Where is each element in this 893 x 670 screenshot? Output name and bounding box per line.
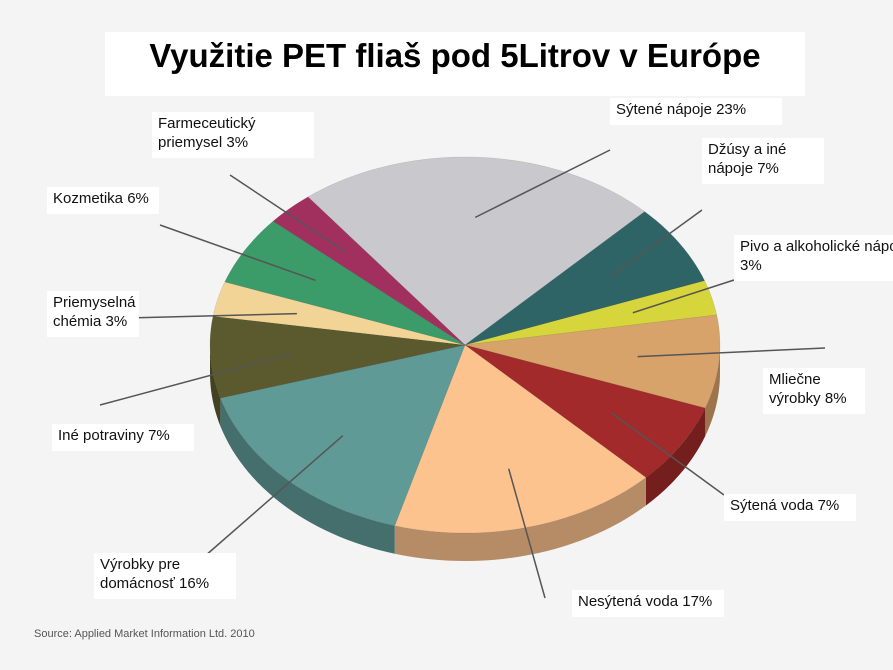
slice-label: Sýtené nápoje 23% — [610, 98, 782, 125]
leader-line — [474, 149, 611, 219]
slice-label: Sýtená voda 7% — [724, 494, 856, 521]
pie-slice — [212, 281, 466, 346]
category-name: Sýtená voda — [730, 497, 814, 514]
slice-label: Výrobky pre domácnosť 16% — [94, 553, 236, 599]
category-name: Džúsy a iné nápoje — [708, 141, 787, 177]
slice-label: Iné potraviny 7% — [52, 424, 194, 451]
category-name: Nesýtená voda — [578, 593, 679, 610]
slice-label: Nesýtená voda 17% — [572, 590, 724, 617]
pie-slice — [209, 315, 466, 399]
category-name: Farmeceutický priemysel — [158, 115, 256, 151]
category-name: Mliečne výrobky — [769, 371, 821, 407]
chart-title: Využitie PET fliaš pod 5Litrov v Európe — [105, 32, 805, 96]
value-label: 17% — [682, 593, 713, 610]
slice-label: Pivo a alkoholické nápoje 3% — [734, 235, 893, 281]
value-label: 6% — [127, 190, 149, 207]
slice-label: Farmeceutický priemysel 3% — [152, 112, 314, 158]
value-label: 7% — [148, 427, 170, 444]
leader-line — [99, 352, 293, 406]
leader-line — [610, 209, 703, 277]
pie-slice — [224, 220, 466, 346]
slice-side — [210, 345, 221, 427]
pie-slice — [464, 344, 706, 478]
value-label: 3% — [226, 134, 249, 151]
leader-line — [204, 435, 344, 557]
pie-slice — [394, 344, 647, 534]
slice-label: Džúsy a iné nápoje 7% — [702, 138, 824, 184]
value-label: 16% — [179, 575, 210, 592]
slice-side — [394, 477, 646, 561]
slice-side — [220, 398, 395, 554]
leader-line — [611, 412, 725, 496]
pie-slice — [307, 156, 646, 346]
leader-line — [507, 468, 546, 599]
pie-slice — [464, 314, 721, 409]
slice-side — [705, 345, 720, 437]
category-name: Výrobky pre domácnosť — [100, 556, 181, 592]
value-label: 3% — [105, 313, 128, 330]
leader-line — [632, 279, 735, 314]
slice-label: Priemyselná chémia 3% — [47, 291, 139, 337]
category-name: Sýtené nápoje — [616, 101, 712, 118]
value-label: 3% — [740, 257, 762, 274]
pie-slice — [464, 280, 718, 346]
category-name: Priemyselná chémia — [53, 294, 136, 330]
value-label: 7% — [817, 497, 840, 514]
leader-line — [229, 174, 347, 253]
category-name: Pivo a alkoholické nápoje — [740, 238, 893, 255]
slice-label: Kozmetika 6% — [47, 187, 159, 214]
slice-side — [645, 408, 706, 506]
source-note: Source: Applied Market Information Ltd. … — [34, 628, 255, 640]
leader-line — [637, 347, 826, 358]
slice-label: Mliečne výrobky 8% — [763, 368, 865, 414]
pie-slice — [272, 196, 466, 346]
leader-line — [159, 224, 316, 282]
pie-slice — [220, 344, 466, 527]
category-name: Iné potraviny — [58, 427, 144, 444]
leader-line — [126, 312, 297, 319]
category-name: Kozmetika — [53, 190, 124, 207]
value-label: 23% — [716, 101, 747, 118]
value-label: 8% — [824, 390, 847, 407]
pie-slice — [464, 211, 705, 346]
value-label: 7% — [757, 160, 779, 177]
